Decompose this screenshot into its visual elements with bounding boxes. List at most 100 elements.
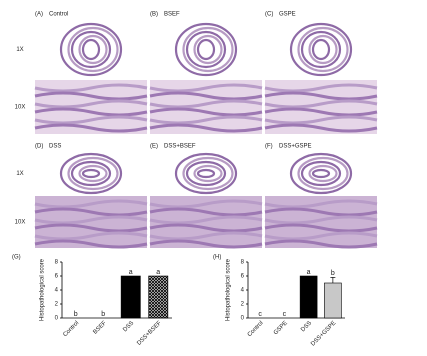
tissue-band [34,99,148,109]
tissue-ring [196,168,216,179]
tissue-ring [185,30,227,69]
tissue-ring [300,30,342,69]
x-tick-label: DSS [122,320,135,333]
tissue-band [264,207,378,217]
tissue-ring [78,164,108,183]
tissue-ring [78,34,108,65]
panel-name: BSEF [164,12,180,18]
tissue-ring [81,168,101,179]
tissue-band [34,215,148,225]
y-tick-label: 6 [241,274,245,280]
y-tick-label: 8 [241,260,245,266]
tissue-ring [59,22,123,77]
panel-name: DSS+BSEF [164,144,196,150]
tissue-band [34,83,148,93]
tissue-ring [182,26,234,73]
tissue-ring [311,38,331,61]
tissue-ring [67,26,119,73]
tissue-ring [67,156,119,191]
y-axis-label: Histopathological score [40,258,46,321]
tissue-band [149,99,263,109]
tissue-band [264,91,378,101]
tissue-band [149,199,263,209]
significance-letter: b [331,270,335,277]
panel-label: (D) [35,144,43,150]
bar [120,275,141,319]
tissue-band [264,239,378,249]
tissue-ring [182,156,234,191]
panel-label: (C) [265,12,273,18]
x-tick-label: DSS+GSPE [310,320,337,347]
magnification-label: 10X [15,105,26,111]
x-tick-label: GSPE [273,320,289,336]
tissue-ring [297,156,349,191]
tissue-ring [174,152,238,195]
tissue-ring [297,26,349,73]
significance-letter: c [283,311,287,318]
tissue-band [149,107,263,117]
tissue-band [264,223,378,233]
tissue-band [264,99,378,109]
significance-letter: b [74,311,78,318]
tissue-band [149,207,263,217]
tissue-ring [311,168,331,179]
tissue-band [149,91,263,101]
chart-panel-label: (G) [12,255,21,261]
magnification-label: 1X [16,47,23,53]
magnification-label: 10X [15,220,26,226]
y-tick-label: 8 [55,260,59,266]
tissue-band [34,199,148,209]
tissue-band [34,115,148,125]
tissue-band [34,123,148,133]
bar [148,275,169,319]
tissue-band [149,223,263,233]
bar [324,282,342,319]
tissue-band [34,107,148,117]
tissue-band [34,207,148,217]
tissue-band [34,223,148,233]
panel-name: Control [49,12,68,18]
tissue-ring [300,160,342,187]
tissue-ring [308,34,338,65]
y-tick-label: 0 [55,316,59,322]
tissue-ring [196,38,216,61]
significance-letter: c [258,311,262,318]
x-tick-label: Control [247,320,265,338]
tissue-band [264,231,378,241]
tissue-ring [70,30,112,69]
tissue-band [149,231,263,241]
x-tick-label: Control [62,320,80,338]
tissue-ring [193,34,223,65]
y-tick-label: 0 [241,316,245,322]
panel-name: DSS [49,144,61,150]
y-tick-label: 2 [241,302,245,308]
tissue-band [34,91,148,101]
tissue-ring [70,160,112,187]
tissue-band [149,239,263,249]
magnification-label: 1X [16,171,23,177]
y-tick-label: 4 [55,288,59,294]
significance-letter: b [101,311,105,318]
tissue-band [149,115,263,125]
panel-label: (F) [265,144,273,150]
tissue-band [264,83,378,93]
panel-label: (B) [150,12,158,18]
tissue-ring [289,152,353,195]
tissue-band [149,83,263,93]
significance-letter: a [129,269,133,276]
tissue-band [264,115,378,125]
y-tick-label: 2 [55,302,59,308]
tissue-ring [289,22,353,77]
panel-name: DSS+GSPE [279,144,312,150]
panel-label: (E) [150,144,158,150]
y-tick-label: 4 [241,288,245,294]
tissue-band [264,123,378,133]
x-tick-label: DSS+BSEF [136,320,163,347]
panel-name: GSPE [279,12,296,18]
tissue-band [34,239,148,249]
y-axis-label: Histopathological score [226,258,232,321]
tissue-ring [185,160,227,187]
tissue-ring [193,164,223,183]
significance-letter: a [307,269,311,276]
